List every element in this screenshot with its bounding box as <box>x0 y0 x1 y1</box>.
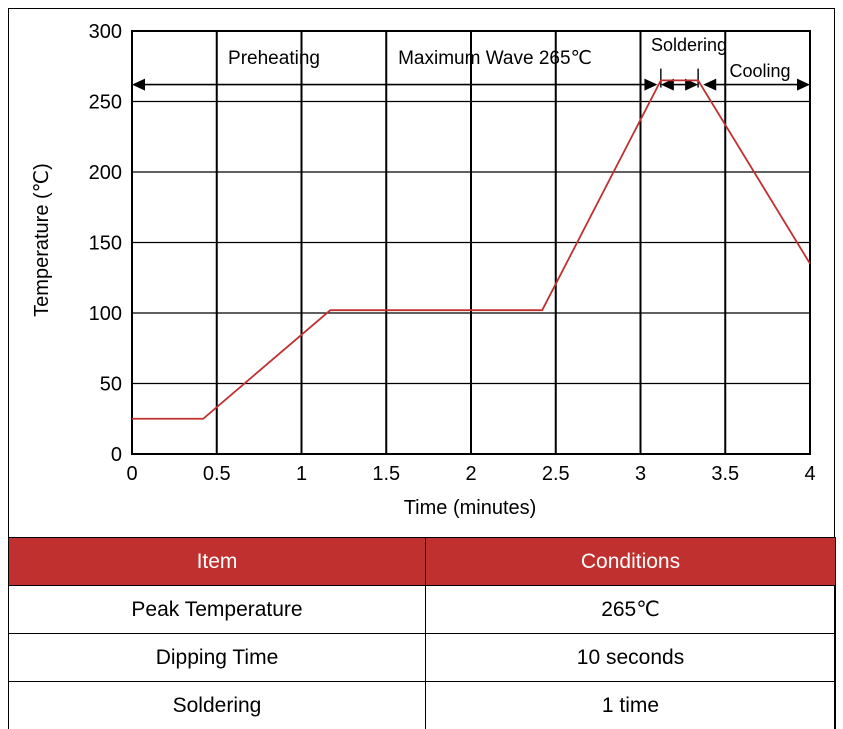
x-tick-label: 4 <box>804 463 815 485</box>
temperature-profile-chart: 0 0.5 1 1.5 2 2.5 3 3.5 4 0 50 100 150 200 250 300 Temp… <box>31 21 816 519</box>
y-axis-label: Temperature (℃) <box>31 163 53 317</box>
table-header-row: Item Conditions <box>8 537 836 586</box>
y-tick-label: 300 <box>89 21 122 43</box>
annotation-maximum-wave: Maximum Wave 265℃ <box>398 48 592 69</box>
y-tick-label: 0 <box>111 444 122 466</box>
header-item: Item <box>8 537 426 586</box>
header-conditions: Conditions <box>425 537 836 586</box>
cell-peak-temperature-value: 265℃ <box>425 585 836 634</box>
cell-soldering-value: 1 time <box>425 681 836 729</box>
arrow-head-left <box>660 78 674 91</box>
cell-dipping-time-value: 10 seconds <box>425 633 836 682</box>
temperature-series <box>132 79 811 420</box>
x-axis-label: Time (minutes) <box>404 497 537 519</box>
arrow-head-right <box>797 78 810 91</box>
y-tick-label: 150 <box>89 233 122 255</box>
x-tick-label: 0 <box>126 463 137 485</box>
x-tick-label: 2.5 <box>542 463 570 485</box>
y-tick-label: 100 <box>89 303 122 325</box>
y-tick-label: 50 <box>100 374 122 396</box>
cooling-arrow <box>703 78 810 91</box>
x-tick-label: 3 <box>635 463 646 485</box>
x-tick-label: 1.5 <box>372 463 400 485</box>
table-row: Peak Temperature 265℃ <box>8 585 836 634</box>
annotation-preheating: Preheating <box>228 48 320 69</box>
arrow-head-left <box>703 78 717 91</box>
plot-border <box>131 30 811 455</box>
soldering-arrow <box>660 78 699 91</box>
x-tick-label: 2 <box>465 463 476 485</box>
grid <box>131 30 811 455</box>
x-tick-label: 0.5 <box>203 463 231 485</box>
y-tick-label: 250 <box>89 92 122 114</box>
tick-labels: 0 0.5 1 1.5 2 2.5 3 3.5 4 0 50 100 150 200 250 300 <box>89 21 816 485</box>
table-row: Dipping Time 10 seconds <box>8 633 836 682</box>
x-tick-label: 1 <box>296 463 307 485</box>
annotation-soldering: Soldering <box>651 35 727 55</box>
arrow-head-right <box>685 78 699 91</box>
arrow-head-right <box>644 78 658 91</box>
cell-peak-temperature-label: Peak Temperature <box>8 585 426 634</box>
x-tick-label: 3.5 <box>711 463 739 485</box>
cell-dipping-time-label: Dipping Time <box>8 633 426 682</box>
annotation-cooling: Cooling <box>729 61 790 81</box>
preheating-arrow <box>132 78 658 91</box>
phase-arrows <box>132 68 810 91</box>
arrow-head-left <box>132 78 145 91</box>
y-tick-label: 200 <box>89 162 122 184</box>
temperature-line <box>132 79 811 420</box>
soldering-conditions-table: Item Conditions Peak Temperature 265℃ Di… <box>8 537 836 729</box>
cell-soldering-label: Soldering <box>8 681 426 729</box>
table-row: Soldering 1 time <box>8 681 836 729</box>
figure-frame <box>8 8 835 729</box>
